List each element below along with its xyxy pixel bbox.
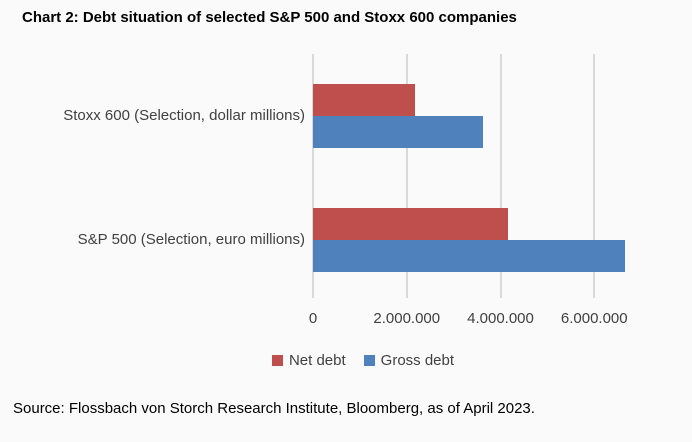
x-tick-label-2000000: 2.000.000 <box>373 310 441 327</box>
x-tick-label-0: 0 <box>308 310 318 327</box>
gridline-4000000 <box>499 54 502 298</box>
source-text: Source: Flossbach von Storch Research In… <box>13 400 535 417</box>
bar-stoxx600-gross-debt <box>313 116 483 148</box>
category-label-sp500: S&P 500 (Selection, euro millions) <box>77 231 305 248</box>
category-label-stoxx600: Stoxx 600 (Selection, dollar millions) <box>63 107 305 124</box>
bar-stoxx600-net-debt <box>313 84 416 116</box>
x-tick-label-4000000: 4.000.000 <box>467 310 534 327</box>
legend-item-gross-debt: Gross debt <box>363 352 455 369</box>
net-debt-swatch-icon <box>271 355 283 366</box>
legend-label-net-debt: Net debt <box>288 352 346 369</box>
legend-item-net-debt: Net debt <box>271 352 346 369</box>
bar-group-stoxx600 <box>313 84 688 148</box>
bar-sp500-net-debt <box>313 208 508 240</box>
legend-label-gross-debt: Gross debt <box>380 352 455 369</box>
x-axis-tick-labels: 0 2.000.000 4.000.000 6.000.000 <box>309 310 688 330</box>
legend: Net debt Gross debt <box>17 352 692 369</box>
x-tick-label-6000000: 6.000.000 <box>560 310 628 327</box>
chart-title: Chart 2: Debt situation of selected S&P … <box>22 9 517 26</box>
bar-group-sp500 <box>313 208 688 272</box>
plot-area <box>312 54 688 298</box>
gridline-6000000 <box>593 54 596 298</box>
gross-debt-swatch-icon <box>363 355 375 366</box>
bar-sp500-gross-debt <box>313 240 625 272</box>
gridline-2000000 <box>405 54 408 298</box>
gridline-0 <box>312 54 314 298</box>
